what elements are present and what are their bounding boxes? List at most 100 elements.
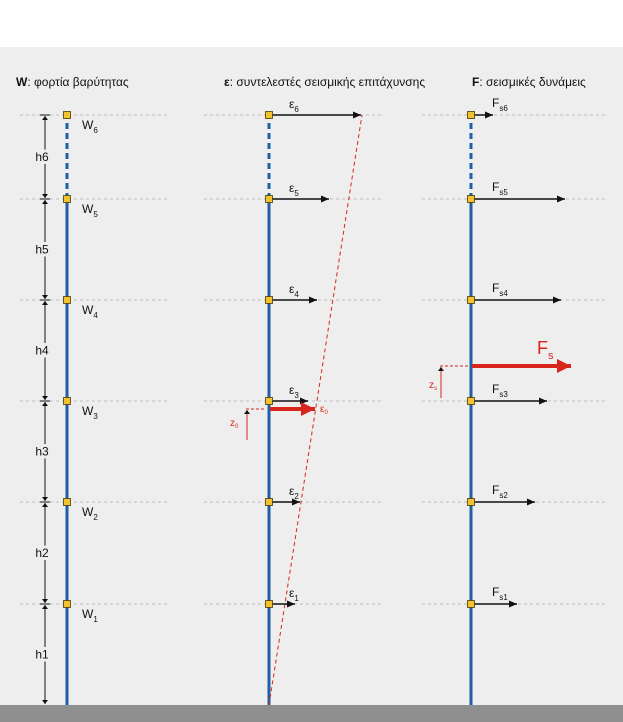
w-label-3: W3 xyxy=(82,404,98,421)
w-label-2: W2 xyxy=(82,505,98,522)
eps-distribution-line xyxy=(268,114,363,706)
fs-label-1: Fs1 xyxy=(492,585,508,602)
eps-label-6-sub: 6 xyxy=(294,105,299,114)
node-icon-1-col1 xyxy=(63,600,71,608)
header-eps-text: : συντελεστές σεισμικής επιτάχυνσης xyxy=(229,75,426,89)
eps0-label-sub: 0 xyxy=(324,410,328,416)
eps-label-6: ε6 xyxy=(289,97,299,114)
node-icon-5-col2 xyxy=(265,195,273,203)
eps-label-5: ε5 xyxy=(289,181,299,198)
w-label-6-sub: 6 xyxy=(93,126,98,135)
node-icon-3-col3 xyxy=(467,397,475,405)
fs-label-5-sub: s5 xyxy=(499,188,508,197)
header-eps: ε: συντελεστές σεισμικής επιτάχυνσης xyxy=(224,75,425,89)
fs-label-5: Fs5 xyxy=(492,180,508,197)
fs-label-3-sub: s3 xyxy=(499,390,508,399)
fs-label-6-base: F xyxy=(492,96,499,110)
fs-label-4-base: F xyxy=(492,281,499,295)
node-icon-6-col3 xyxy=(467,111,475,119)
w-label-4: W4 xyxy=(82,303,98,320)
ground-strip xyxy=(0,705,623,722)
header-w-symbol: W xyxy=(16,75,28,89)
header-f: F: σεισμικές δυνάμεις xyxy=(472,75,586,89)
node-icon-2-col2 xyxy=(265,498,273,506)
eps-label-1: ε1 xyxy=(289,586,299,603)
w-label-6: W6 xyxy=(82,118,98,135)
w-label-5-base: W xyxy=(82,202,94,216)
height-label-1: h1 xyxy=(35,648,49,662)
header-eps-symbol: ε xyxy=(224,75,230,89)
height-label-5: h5 xyxy=(35,243,49,257)
eps-label-1-base: ε xyxy=(289,586,295,600)
w-label-4-base: W xyxy=(82,303,94,317)
node-icon-6-col2 xyxy=(265,111,273,119)
node-icon-4-col3 xyxy=(467,296,475,304)
height-label-3: h3 xyxy=(35,445,49,459)
node-icon-5-col3 xyxy=(467,195,475,203)
header-w-text: : φορτία βαρύτητας xyxy=(27,75,129,89)
node-icon-3-col2 xyxy=(265,397,273,405)
eps-label-3-base: ε xyxy=(289,383,295,397)
w-label-2-base: W xyxy=(82,505,94,519)
header-f-symbol: F xyxy=(472,75,480,89)
w-label-1-sub: 1 xyxy=(93,615,98,624)
w-label-4-sub: 4 xyxy=(93,311,98,320)
z0-label-sub: 0 xyxy=(235,424,239,430)
eps-label-3-sub: 3 xyxy=(294,391,299,400)
fs-resultant-label-base: F xyxy=(537,338,548,358)
fs-label-3-base: F xyxy=(492,382,499,396)
eps-label-5-base: ε xyxy=(289,181,295,195)
fs-label-3: Fs3 xyxy=(492,382,508,399)
eps-label-4: ε4 xyxy=(289,282,299,299)
height-label-2: h2 xyxy=(35,546,49,560)
height-label-4: h4 xyxy=(35,344,49,358)
node-icon-3-col1 xyxy=(63,397,71,405)
height-label-6: h6 xyxy=(35,150,49,164)
fs-label-4: Fs4 xyxy=(492,281,508,298)
w-label-2-sub: 2 xyxy=(93,513,98,522)
eps-label-4-base: ε xyxy=(289,282,295,296)
node-icon-1-col3 xyxy=(467,600,475,608)
eps-label-4-sub: 4 xyxy=(294,290,299,299)
fs-label-6: Fs6 xyxy=(492,96,508,113)
node-icon-4-col1 xyxy=(63,296,71,304)
w-label-1: W1 xyxy=(82,607,98,624)
eps-label-2-base: ε xyxy=(289,484,295,498)
eps0-label-base: ε xyxy=(320,404,325,415)
eps-label-6-base: ε xyxy=(289,97,295,111)
fs-label-2-base: F xyxy=(492,483,499,497)
z0-label: z0 xyxy=(230,418,239,430)
w-label-5: W5 xyxy=(82,202,98,219)
w-label-1-base: W xyxy=(82,607,94,621)
w-label-3-base: W xyxy=(82,404,94,418)
diagram-panel xyxy=(0,47,623,705)
fs-resultant-label-sub: s xyxy=(548,350,554,362)
node-icon-2-col1 xyxy=(63,498,71,506)
header-w: W: φορτία βαρύτητας xyxy=(16,75,129,89)
fs-label-6-sub: s6 xyxy=(499,104,508,113)
eps-label-2: ε2 xyxy=(289,484,299,501)
w-label-6-base: W xyxy=(82,118,94,132)
header-f-text: : σεισμικές δυνάμεις xyxy=(479,75,586,89)
zs-label: zs xyxy=(429,380,437,392)
fs-label-1-sub: s1 xyxy=(499,593,508,602)
w-label-5-sub: 5 xyxy=(93,210,98,219)
eps-label-5-sub: 5 xyxy=(294,189,299,198)
node-icon-1-col2 xyxy=(265,600,273,608)
fs-label-2: Fs2 xyxy=(492,483,508,500)
fs-label-1-base: F xyxy=(492,585,499,599)
node-icon-2-col3 xyxy=(467,498,475,506)
zs-label-base: z xyxy=(429,380,434,391)
fs-label-5-base: F xyxy=(492,180,499,194)
zs-label-sub: s xyxy=(434,386,437,392)
fs-label-2-sub: s2 xyxy=(499,491,508,500)
eps-label-3: ε3 xyxy=(289,383,299,400)
fs-label-4-sub: s4 xyxy=(499,289,508,298)
eps-label-2-sub: 2 xyxy=(294,492,299,501)
node-icon-5-col1 xyxy=(63,195,71,203)
eps-label-1-sub: 1 xyxy=(294,594,299,603)
w-label-3-sub: 3 xyxy=(93,412,98,421)
fs-resultant-label: Fs xyxy=(537,338,554,362)
